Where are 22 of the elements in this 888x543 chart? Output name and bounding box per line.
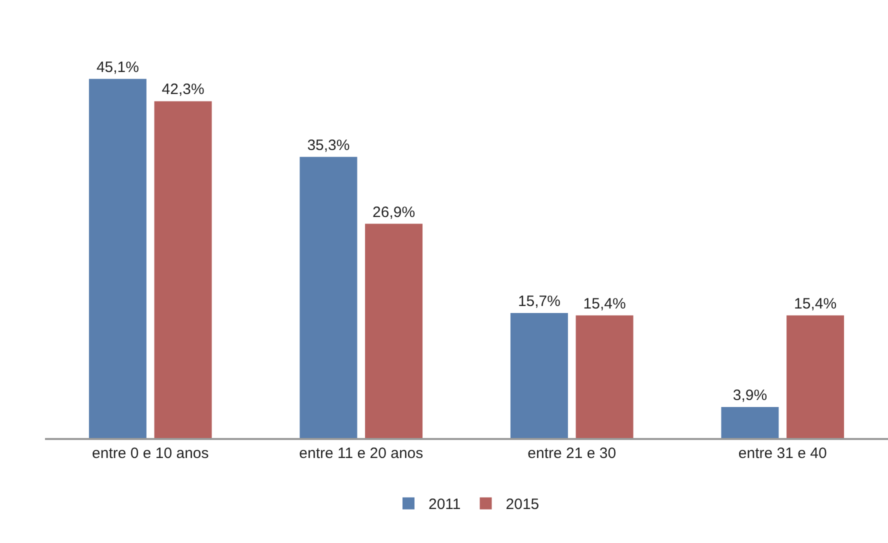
data-label: 26,9% xyxy=(372,204,416,221)
data-label: 15,7% xyxy=(518,292,560,310)
data-label: 35,3% xyxy=(307,136,350,154)
bar xyxy=(154,101,212,438)
bar xyxy=(721,406,779,438)
x-tick-label: entre 21 e 30 xyxy=(528,445,616,462)
x-tick-label: entre 0 e 10 anos xyxy=(92,445,209,462)
bar xyxy=(300,156,358,438)
x-tick-label: entre 11 e 20 anos xyxy=(299,445,424,462)
data-label: 45,1% xyxy=(96,58,139,76)
legend-label: 2011 xyxy=(428,496,461,514)
data-label: 42,3% xyxy=(162,81,204,98)
data-label: 3,9% xyxy=(732,386,768,404)
data-label: 15,4% xyxy=(794,295,837,312)
data-label: 15,4% xyxy=(583,295,626,312)
legend-label: 2015 xyxy=(506,496,540,514)
bar xyxy=(365,224,423,438)
bar xyxy=(576,315,634,438)
bar xyxy=(510,312,568,438)
x-tick-label: entre 31 e 40 xyxy=(738,445,827,462)
bar xyxy=(88,78,146,438)
bar xyxy=(786,315,844,438)
